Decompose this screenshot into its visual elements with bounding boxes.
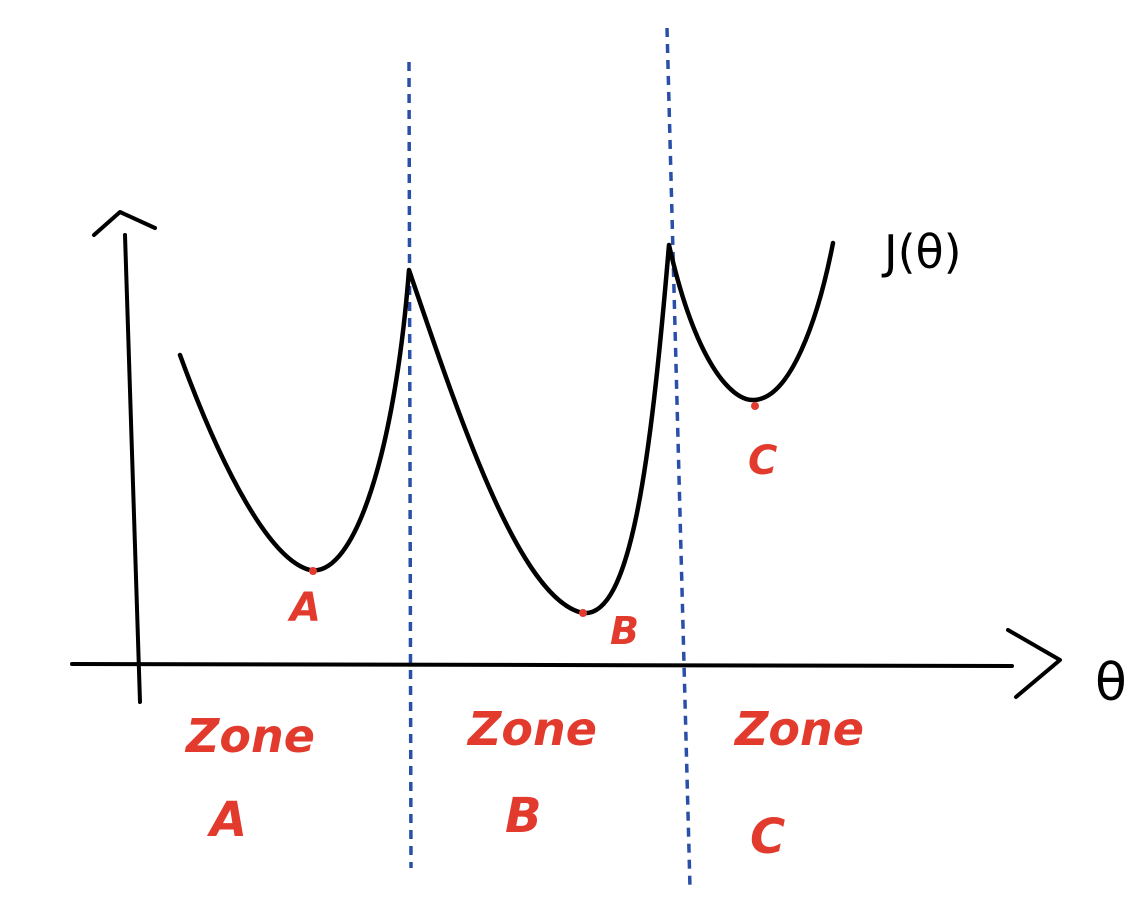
zone-c-word: Zone [733, 702, 864, 756]
minimum-b-dot [579, 609, 587, 617]
minimum-a-label: A [287, 585, 321, 631]
minimum-b-label: B [610, 609, 639, 653]
x-axis-arrowhead [1006, 628, 1062, 699]
zone-a-word: Zone [184, 709, 315, 763]
minimum-a-dot [309, 567, 317, 575]
zone-divider-ab [407, 61, 413, 869]
zone-b-word: Zone [466, 702, 597, 756]
x-axis [70, 628, 1062, 699]
y-axis-line [123, 233, 142, 704]
cost-curve [177, 240, 836, 616]
function-label: J(θ) [881, 225, 962, 279]
x-axis-line [70, 662, 1014, 668]
zone-a-letter: A [206, 792, 247, 848]
y-axis-arrowhead [92, 210, 157, 237]
zone-divider-bc [665, 27, 692, 889]
x-axis-label: θ [1095, 653, 1127, 713]
zone-c-letter: C [750, 809, 785, 865]
minimum-c-label: C [748, 438, 777, 484]
minimum-c-dot [751, 402, 759, 410]
y-axis [92, 210, 157, 704]
zone-b-letter: B [505, 788, 542, 844]
